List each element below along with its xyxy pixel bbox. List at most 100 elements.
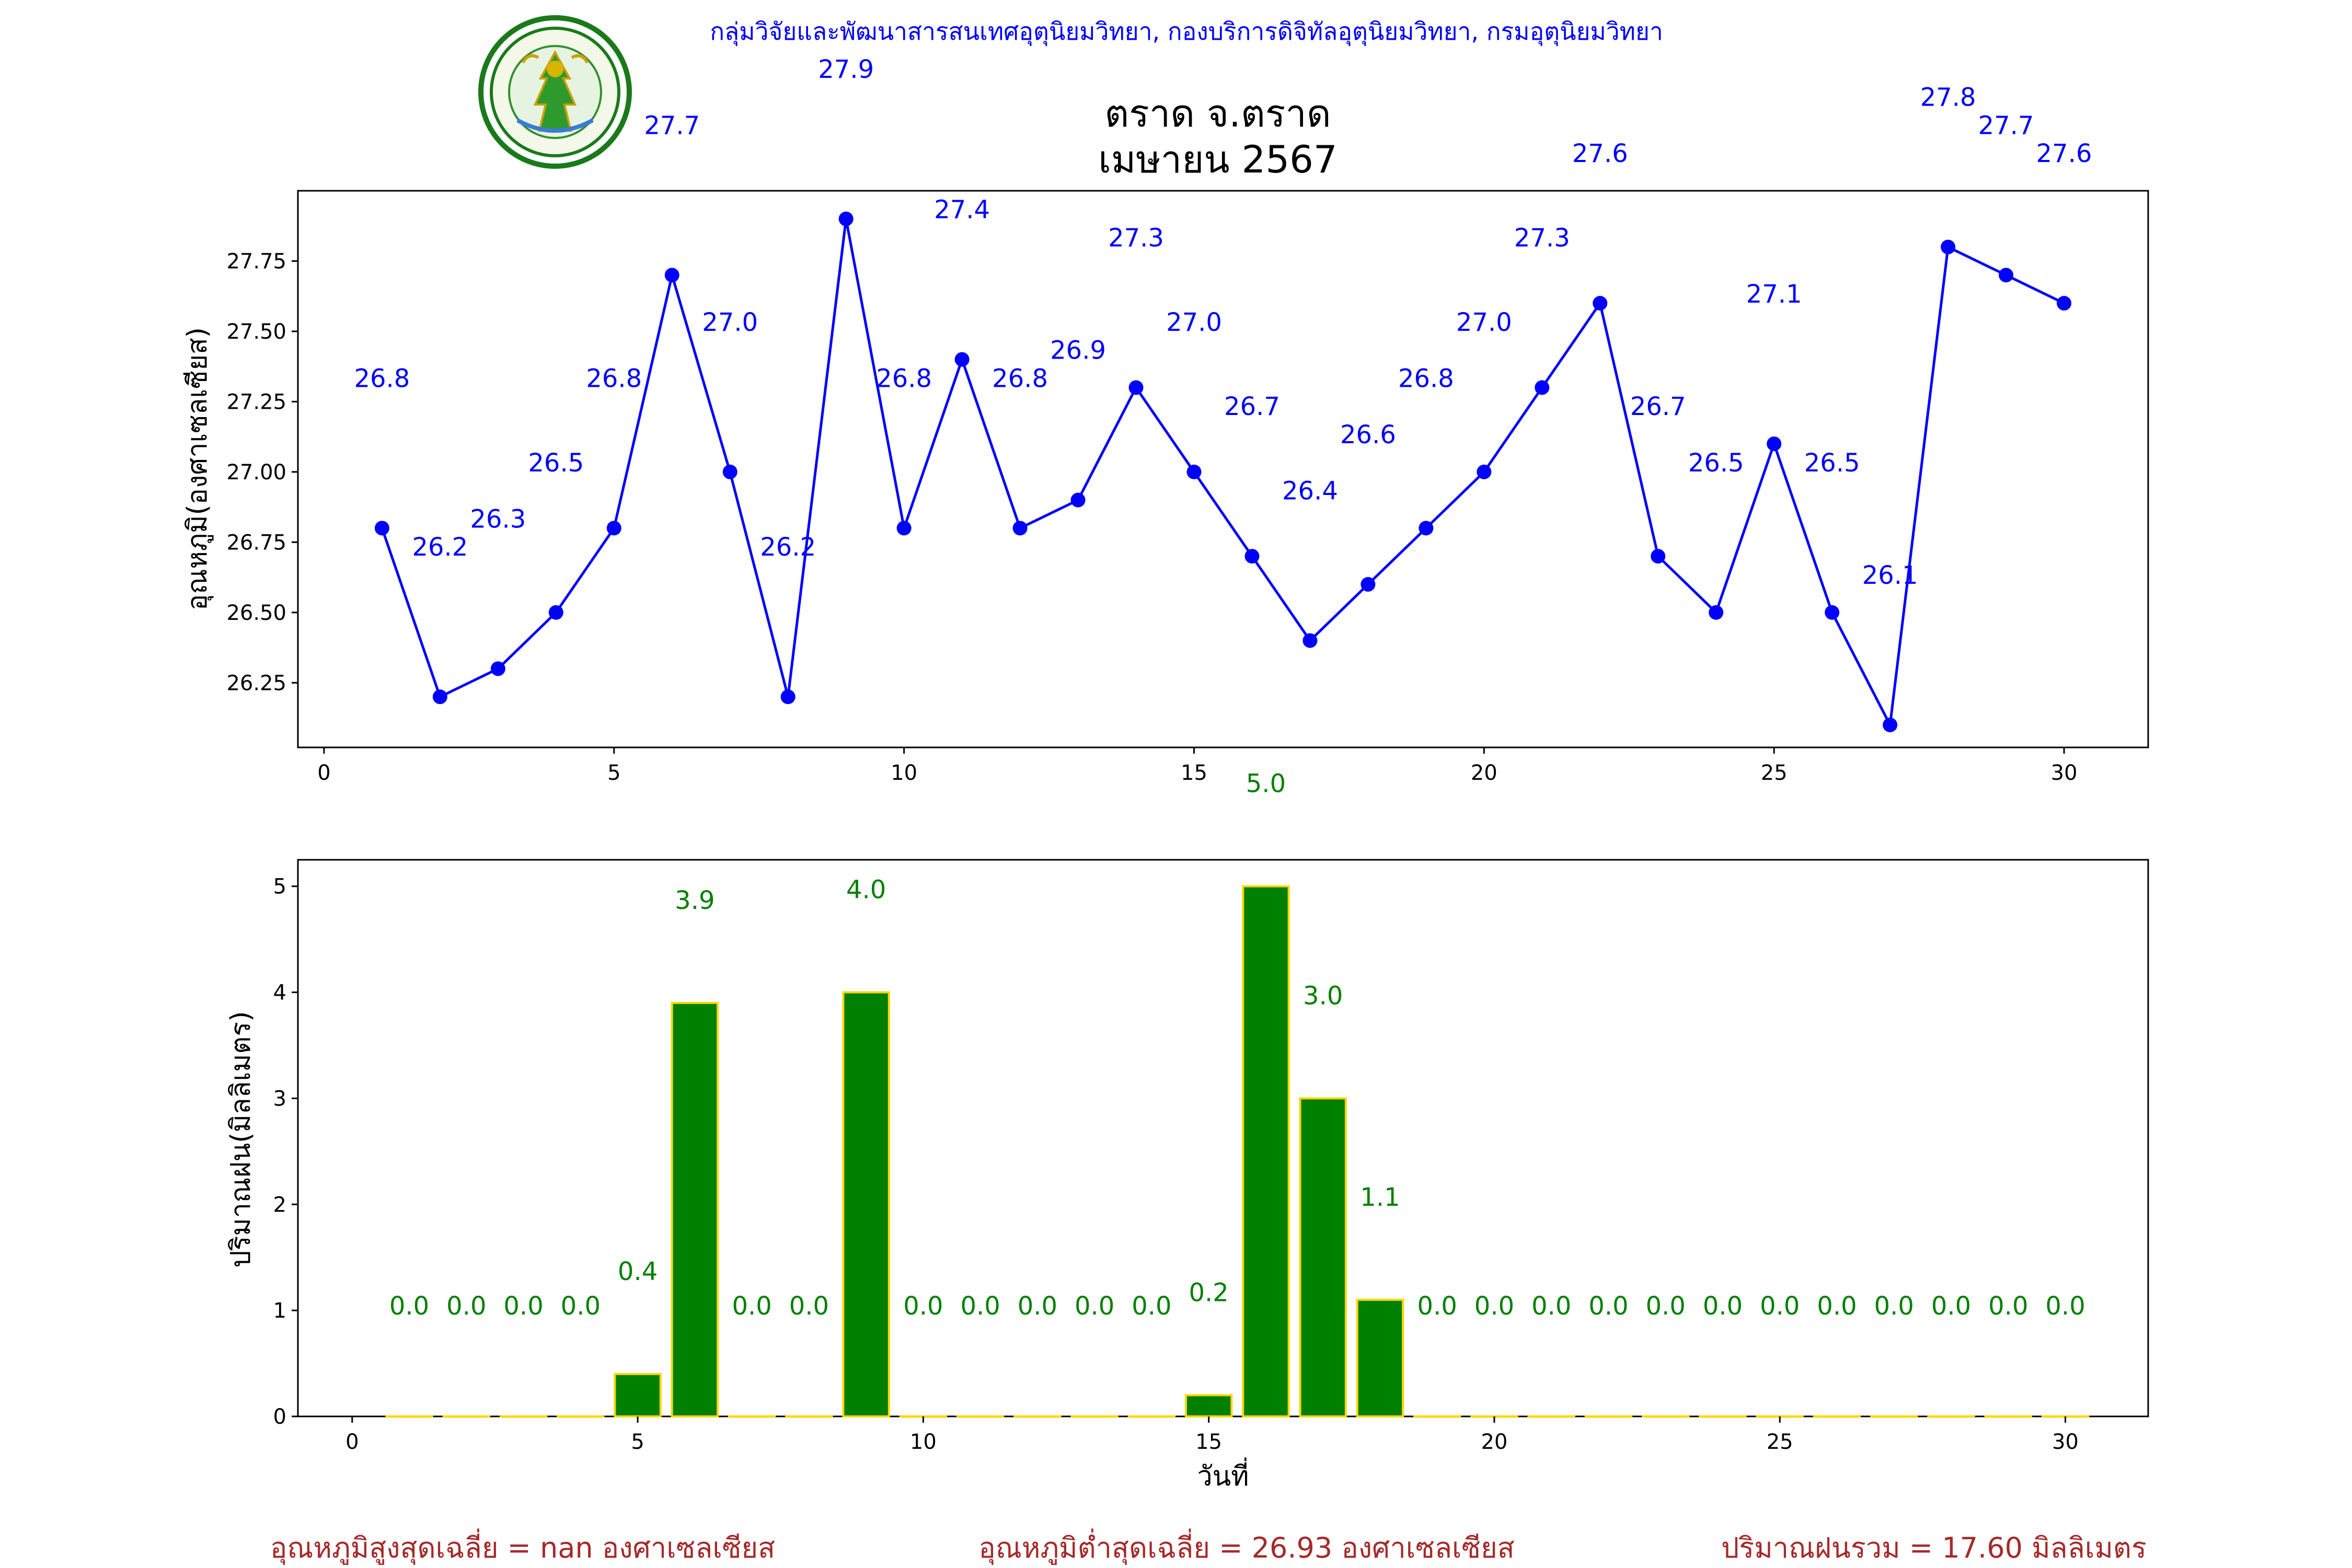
- temperature-point: [1186, 464, 1202, 479]
- rainfall-data-label: 5.0: [1246, 769, 1286, 799]
- rainfall-y-tick-label: 1: [273, 1299, 286, 1323]
- temperature-point: [722, 464, 737, 479]
- chart-subtitle: เมษายน 2567: [1098, 137, 1338, 181]
- temperature-x-tick-label: 5: [607, 761, 620, 785]
- temperature-point: [1302, 633, 1318, 648]
- temperature-data-label: 27.0: [702, 308, 758, 337]
- temperature-data-label: 27.4: [934, 195, 990, 225]
- temperature-point: [1767, 436, 1782, 452]
- temperature-x-tick-label: 25: [1761, 761, 1788, 785]
- rainfall-bar: [1642, 1415, 1690, 1418]
- temperature-point: [1361, 577, 1376, 592]
- temperature-data-label: 26.8: [992, 364, 1048, 393]
- rainfall-bar: [1813, 1415, 1861, 1418]
- temperature-point: [606, 521, 621, 536]
- rainfall-data-label: 0.0: [789, 1292, 829, 1321]
- rainfall-bar: [728, 1415, 776, 1418]
- rainfall-y-tick-label: 0: [273, 1405, 286, 1429]
- temperature-x-axis: 0 5 10 15 20 25 30: [317, 747, 2078, 785]
- rainfall-data-label: 4.0: [846, 875, 886, 905]
- temperature-point: [1883, 717, 1898, 732]
- rainfall-data-label: 0.0: [903, 1292, 943, 1321]
- temperature-data-label: 27.9: [818, 55, 874, 84]
- temperature-y-tick-label: 27.00: [226, 460, 286, 485]
- rainfall-bar: [1527, 1415, 1575, 1418]
- temperature-data-label: 26.5: [1688, 448, 1744, 478]
- rainfall-data-label: 0.0: [1760, 1292, 1800, 1321]
- rainfall-bar: [557, 1415, 605, 1418]
- footer-avg-max: อุณหภูมิสูงสุดเฉลี่ย = nan องศาเซลเซียส: [270, 1528, 775, 1565]
- temperature-points: [374, 211, 2072, 732]
- rainfall-data-label: 0.0: [1703, 1292, 1743, 1321]
- temperature-data-label: 26.5: [528, 448, 584, 478]
- rainfall-x-tick-label: 15: [1195, 1430, 1222, 1454]
- temperature-data-label: 26.7: [1224, 392, 1280, 421]
- temperature-point: [2057, 296, 2072, 311]
- rainfall-data-label: 0.0: [960, 1292, 1000, 1321]
- temperature-point: [1593, 296, 1608, 311]
- temperature-data-label: 26.4: [1282, 477, 1338, 506]
- rainfall-data-label: 0.4: [618, 1257, 658, 1286]
- temperature-line: [381, 218, 2065, 730]
- rainfall-y-tick-label: 4: [273, 981, 286, 1005]
- temperature-point: [490, 661, 505, 676]
- rainfall-data-label: 0.0: [1132, 1292, 1171, 1321]
- footer-total-rain: ปริมาณฝนรวม = 17.60 มิลลิเมตร: [1721, 1531, 2147, 1564]
- temperature-point: [1070, 492, 1086, 508]
- rainfall-bar: [671, 1001, 719, 1418]
- temperature-point: [1012, 521, 1028, 536]
- rainfall-data-label: 3.0: [1303, 981, 1343, 1010]
- agency-header: กลุ่มวิจัยและพัฒนาสารสนเทศอุตุนิยมวิทยา,…: [710, 17, 1663, 47]
- temperature-x-tick-label: 20: [1471, 761, 1497, 785]
- temperature-data-label: 27.1: [1746, 280, 1802, 309]
- temperature-data-label: 26.1: [1862, 561, 1918, 590]
- rainfall-data-label: 0.0: [732, 1292, 771, 1321]
- temperature-point: [954, 352, 970, 367]
- rainfall-bar: [1984, 1415, 2033, 1418]
- rainfall-bar: [1242, 885, 1290, 1417]
- temperature-data-label: 27.6: [1572, 139, 1628, 168]
- temperature-point: [1941, 239, 1956, 255]
- temperature-plot-frame: [297, 190, 2149, 748]
- rainfall-bar: [1127, 1415, 1176, 1418]
- temperature-point: [838, 211, 854, 226]
- rainfall-bar: [499, 1415, 548, 1418]
- rainfall-x-axis-label: วันที่: [1197, 1457, 1249, 1492]
- rainfall-data-label: 0.0: [1988, 1292, 2028, 1321]
- rainfall-data-label: 0.0: [389, 1292, 429, 1321]
- temperature-data-label: 26.8: [586, 364, 642, 393]
- temperature-data-label: 26.2: [760, 533, 816, 562]
- temperature-x-tick-label: 10: [891, 761, 917, 785]
- rainfall-bar: [614, 1373, 662, 1418]
- temperature-data-label: 26.8: [876, 364, 932, 393]
- rainfall-data-label: 0.0: [2045, 1292, 2085, 1321]
- rainfall-data-label: 0.0: [1874, 1292, 1914, 1321]
- temperature-data-label: 26.8: [354, 364, 410, 393]
- temperature-point: [1651, 549, 1666, 564]
- rainfall-y-axis: 0 1 2 3 4 5: [273, 875, 298, 1429]
- rainfall-bar: [385, 1415, 433, 1418]
- temperature-data-labels: 26.826.226.326.526.827.727.026.227.926.8…: [354, 55, 2092, 590]
- temperature-data-label: 27.0: [1456, 308, 1512, 337]
- rainfall-x-tick-label: 20: [1481, 1430, 1508, 1454]
- rainfall-data-labels: 0.0 0.0 0.0 0.0 0.4 3.9 0.0 0.0 4.0 0.0 0.0 0.0 0.0 0…: [389, 769, 2085, 1321]
- temperature-point: [664, 268, 679, 283]
- rainfall-bar: [1870, 1415, 1918, 1418]
- rainfall-data-label: 0.0: [1417, 1292, 1457, 1321]
- temperature-data-label: 26.6: [1340, 420, 1396, 449]
- temperature-point: [1709, 605, 1724, 620]
- rainfall-data-label: 0.0: [1588, 1292, 1628, 1321]
- temperature-data-label: 27.7: [1978, 111, 2034, 140]
- temperature-point: [896, 521, 912, 536]
- temperature-data-label: 27.8: [1920, 83, 1976, 112]
- rainfall-data-label: 0.0: [561, 1292, 601, 1321]
- rainfall-data-label: 0.0: [1646, 1292, 1686, 1321]
- rainfall-x-tick-label: 25: [1767, 1430, 1793, 1454]
- rainfall-bar: [442, 1415, 491, 1418]
- temperature-x-tick-label: 15: [1181, 761, 1207, 785]
- temperature-point: [1128, 380, 1144, 395]
- temperature-point: [374, 521, 389, 536]
- rainfall-data-label: 0.0: [1931, 1292, 1971, 1321]
